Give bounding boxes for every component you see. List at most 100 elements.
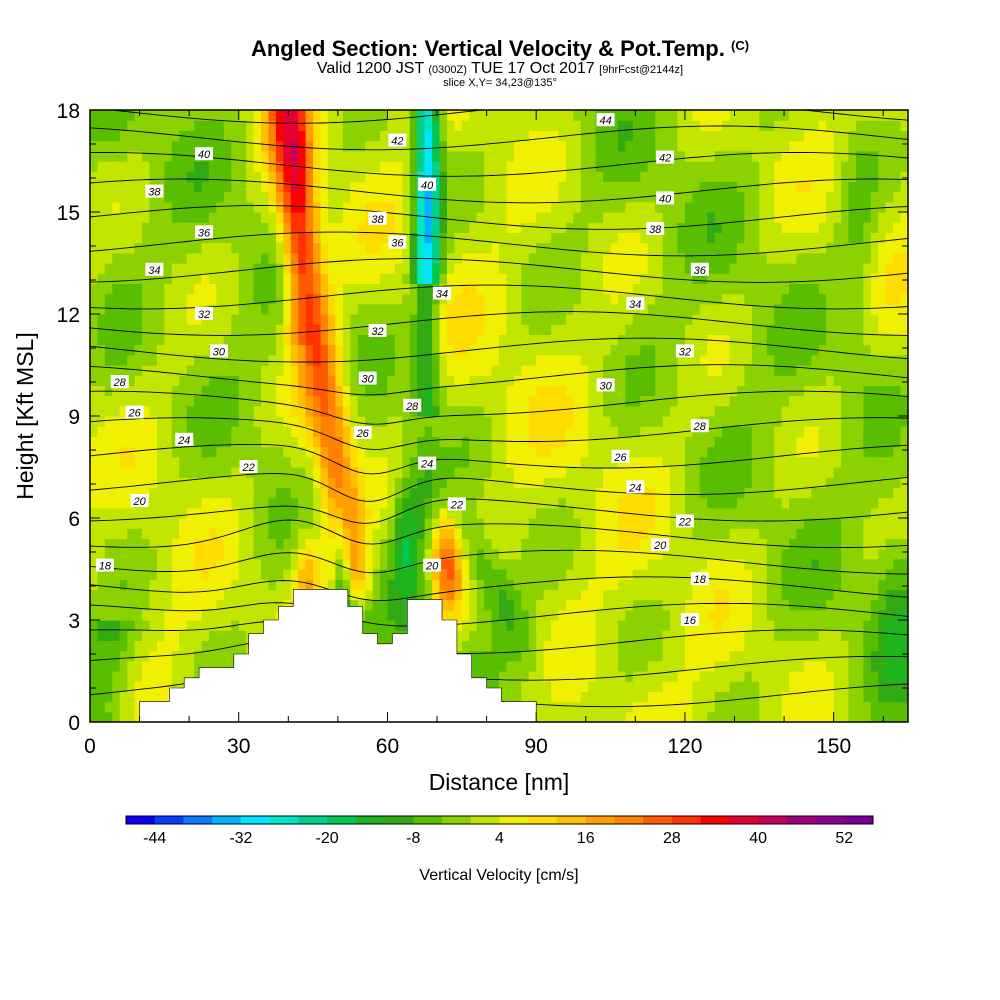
field-cell [90,426,99,437]
field-cell [394,620,403,631]
field-cell [238,201,247,213]
field-cell [298,232,307,244]
field-cell [558,660,567,672]
field-cell [521,252,530,264]
field-cell [320,569,329,580]
field-cell [536,548,545,560]
field-cell [350,130,359,142]
field-cell [699,691,708,703]
field-cell [201,171,210,182]
field-cell [365,589,374,601]
field-cell [238,385,247,397]
field-cell [625,558,634,570]
field-cell [238,446,247,458]
field-cell [231,589,240,601]
field-cell [610,599,619,611]
field-cell [640,599,649,611]
field-cell [513,314,522,325]
field-cell [499,405,508,417]
field-cell [603,130,612,142]
field-cell [394,334,403,346]
field-cell [528,681,537,692]
field-cell [528,181,537,193]
field-cell [573,456,582,468]
field-cell [595,507,604,519]
field-cell [528,150,537,162]
field-cell [491,150,500,162]
field-cell [179,334,188,346]
field-cell [506,181,515,193]
field-cell [387,283,396,295]
field-cell [313,395,322,407]
field-cell [298,497,307,509]
field-cell [446,263,455,274]
field-cell [603,293,612,305]
field-cell [350,212,359,223]
field-cell [647,711,656,722]
field-cell [327,273,336,284]
field-cell [499,569,508,580]
field-cell [699,365,708,376]
field-cell [595,263,604,274]
field-cell [625,518,634,529]
field-cell [305,181,314,193]
field-cell [179,518,188,529]
field-cell [283,456,292,468]
field-cell [454,293,463,305]
field-cell [558,589,567,601]
field-cell [104,405,113,417]
field-cell [90,467,99,478]
field-cell [127,671,136,682]
field-cell [536,232,545,244]
field-cell [194,140,203,152]
field-cell [588,120,597,131]
field-cell [655,130,664,142]
field-cell [491,161,500,172]
field-cell [655,324,664,335]
field-cell [350,314,359,325]
field-cell [677,599,686,611]
field-cell [142,487,151,499]
field-cell [677,630,686,641]
field-cell [670,467,679,478]
field-cell [268,120,277,131]
field-cell [617,436,627,448]
field-cell [610,436,619,448]
field-cell [603,344,612,356]
field-cell [461,579,470,590]
field-cell [603,201,612,213]
field-cell [127,161,136,172]
field-cell [238,569,247,580]
field-cell [201,324,210,335]
field-cell [625,242,634,254]
field-cell [543,334,552,346]
field-cell [112,426,121,437]
field-cell [149,487,158,499]
field-cell [387,538,396,550]
field-cell [238,528,247,539]
field-cell [261,548,270,560]
field-cell [625,130,634,142]
field-cell [149,426,158,437]
field-cell [491,477,500,488]
field-cell [372,222,381,233]
field-cell [513,385,522,397]
field-cell [223,242,232,254]
field-cell [603,273,612,284]
field-cell [253,569,262,580]
field-cell [461,334,470,346]
field-cell [424,416,433,427]
field-cell [640,334,649,346]
field-cell [149,130,158,142]
field-cell [335,232,344,244]
field-cell [484,191,493,203]
field-cell [684,395,693,407]
field-cell [149,620,158,631]
field-cell [97,212,106,223]
field-cell [208,538,218,550]
field-cell [253,467,262,478]
field-cell [521,426,530,437]
field-cell [156,640,165,652]
field-cell [439,548,448,560]
field-cell [380,446,389,458]
